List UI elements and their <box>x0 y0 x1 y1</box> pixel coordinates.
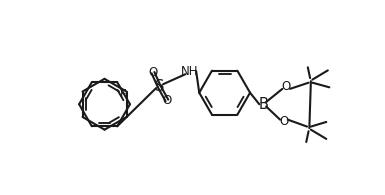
Text: O: O <box>148 66 158 79</box>
Text: S: S <box>154 79 164 94</box>
Text: F: F <box>119 88 126 101</box>
Text: O: O <box>279 115 289 129</box>
Text: NH: NH <box>181 65 199 78</box>
Text: O: O <box>281 80 291 93</box>
Text: B: B <box>258 97 268 112</box>
Text: O: O <box>162 94 172 107</box>
